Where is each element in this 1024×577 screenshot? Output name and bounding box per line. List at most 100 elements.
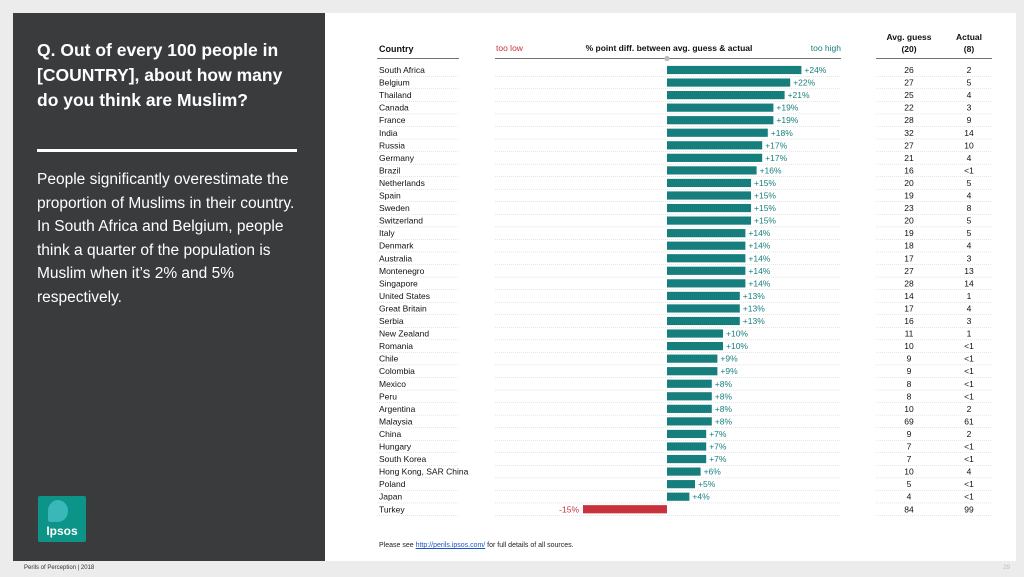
country-label: Chile: [379, 354, 399, 364]
country-label: Malaysia: [379, 416, 413, 426]
avg-guess-value: 8: [907, 391, 912, 401]
country-label: Netherlands: [379, 178, 425, 188]
country-label: United States: [379, 291, 430, 301]
bar: [667, 216, 751, 225]
avg-guess-value: 17: [904, 303, 914, 313]
avg-guess-n: (20): [901, 44, 916, 54]
avg-guess-value: 11: [905, 329, 914, 339]
bar-value-label: +14%: [748, 253, 770, 263]
country-label: Romania: [379, 341, 413, 351]
bar: [667, 254, 746, 263]
title-divider: [37, 149, 297, 152]
country-label: Canada: [379, 103, 409, 113]
bar: [667, 342, 723, 351]
bar-value-label: -15%: [559, 504, 579, 514]
country-label: Argentina: [379, 404, 416, 414]
avg-guess-value: 22: [904, 103, 914, 113]
bar: [667, 266, 746, 275]
actual-value: 4: [967, 153, 972, 163]
country-label: Japan: [379, 492, 402, 502]
country-label: Turkey: [379, 504, 405, 514]
avg-guess-value: 84: [904, 504, 914, 514]
bar-value-label: +17%: [765, 140, 787, 150]
country-label: South Africa: [379, 65, 425, 75]
actual-value: 1: [967, 329, 972, 339]
actual-value: <1: [964, 479, 974, 489]
actual-value: <1: [964, 165, 974, 175]
actual-value: <1: [964, 454, 974, 464]
bar: [667, 429, 707, 439]
country-label: Denmark: [379, 241, 414, 251]
bar-value-label: +15%: [754, 203, 776, 213]
country-label: Montenegro: [379, 266, 425, 276]
bar-value-label: +22%: [793, 78, 815, 88]
bar: [667, 467, 701, 476]
bar-value-label: +19%: [776, 115, 798, 125]
country-label: Sweden: [379, 203, 410, 213]
bar: [667, 279, 746, 288]
bar-value-label: +5%: [698, 479, 716, 489]
actual-value: 3: [967, 103, 972, 113]
page-number: 29: [1003, 565, 1010, 571]
question-panel: Q. Out of every 100 people in [COUNTRY],…: [13, 13, 325, 561]
footer-text: Perils of Perception | 2018: [24, 565, 95, 571]
bar-value-label: +19%: [776, 103, 798, 113]
country-label: Mexico: [379, 379, 406, 389]
source-link[interactable]: http://perils.ipsos.com/: [415, 542, 486, 549]
country-label: Switzerland: [379, 216, 423, 226]
country-label: Australia: [379, 253, 412, 263]
country-label: Russia: [379, 140, 405, 150]
bar: [667, 304, 740, 313]
source-note: Please see http://perils.ipsos.com/ for …: [379, 542, 574, 549]
country-label: Great Britain: [379, 303, 427, 313]
bar-value-label: +14%: [748, 278, 770, 288]
actual-value: 5: [967, 78, 972, 88]
avg-guess-value: 8: [907, 379, 912, 389]
actual-value: 4: [967, 303, 972, 313]
bar-value-label: +13%: [743, 303, 765, 313]
bar-value-label: +9%: [720, 366, 738, 376]
bar-value-label: +10%: [726, 341, 748, 351]
bar: [667, 492, 690, 501]
country-label: France: [379, 115, 406, 125]
bar-value-label: +13%: [743, 291, 765, 301]
country-label: India: [379, 128, 398, 138]
avg-guess-value: 28: [904, 115, 914, 125]
actual-value: 99: [964, 504, 974, 514]
zero-marker: [664, 55, 670, 62]
bar: [667, 229, 746, 238]
avg-guess-value: 10: [904, 404, 914, 414]
bar: [667, 417, 712, 426]
bar-value-label: +15%: [754, 191, 776, 201]
ipsos-logo-text: Ipsos: [46, 524, 78, 538]
too-high-label: too high: [811, 43, 842, 53]
bar-value-label: +15%: [754, 178, 776, 188]
bar-value-label: +16%: [760, 165, 782, 175]
bar-value-label: +8%: [715, 416, 733, 426]
country-label: Hong Kong, SAR China: [379, 467, 469, 477]
actual-value: 4: [967, 241, 972, 251]
actual-value: 8: [967, 203, 972, 213]
question-title: Q. Out of every 100 people in [COUNTRY],…: [37, 40, 283, 110]
actual-value: 3: [967, 316, 972, 326]
avg-guess-value: 17: [904, 253, 914, 263]
bar: [667, 103, 774, 112]
avg-guess-value: 20: [904, 178, 914, 188]
actual-value: 5: [967, 178, 972, 188]
bar: [583, 505, 667, 514]
country-label: New Zealand: [379, 329, 429, 339]
actual-value: <1: [964, 354, 974, 364]
actual-value: 4: [967, 467, 972, 477]
avg-guess-value: 4: [907, 492, 912, 502]
bar-value-label: +14%: [748, 241, 770, 251]
bar-value-label: +6%: [704, 467, 722, 477]
bar: [667, 141, 763, 150]
bar-value-label: +7%: [709, 454, 727, 464]
bar-value-label: +8%: [715, 404, 733, 414]
bar: [667, 65, 802, 75]
country-label: Serbia: [379, 316, 404, 326]
country-label: Spain: [379, 191, 401, 201]
avg-guess-value: 14: [904, 291, 914, 301]
bar-value-label: +13%: [743, 316, 765, 326]
